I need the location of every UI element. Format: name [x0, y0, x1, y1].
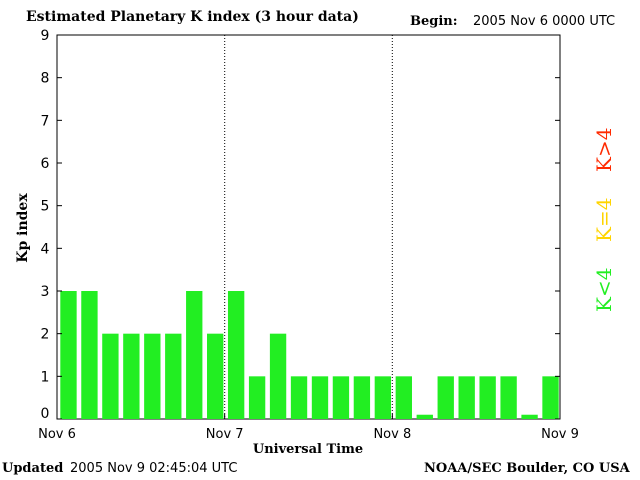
x-tick-label: Nov 9 [541, 427, 579, 442]
legend-k-above-4: K>4 [592, 127, 616, 172]
kp-bar [332, 376, 350, 419]
y-axis-label: Kp index [15, 193, 31, 263]
kp-bar [207, 333, 224, 419]
chart-title: Estimated Planetary K index (3 hour data… [26, 9, 359, 25]
kp-bar [123, 333, 140, 419]
legend-k-equals-4: K=4 [592, 197, 616, 242]
kp-bar [311, 376, 329, 419]
y-tick-label: 2 [41, 327, 50, 343]
plot-area [56, 34, 561, 420]
kp-bar [353, 376, 371, 419]
kp-bar [500, 376, 517, 419]
kp-bar [144, 333, 161, 419]
kp-bar [458, 376, 475, 419]
kp-bar [227, 291, 245, 419]
x-tick-label: Nov 6 [38, 427, 76, 442]
updated-value: 2005 Nov 9 02:45:04 UTC [70, 461, 238, 476]
y-tick-label: 7 [41, 113, 50, 129]
kp-bar [165, 333, 182, 419]
kp-bar [102, 333, 119, 419]
y-tick-label: 6 [41, 156, 50, 172]
y-tick-label: 1 [41, 369, 50, 385]
kp-bar [374, 376, 392, 419]
kp-bar [416, 414, 433, 419]
kp-bar [290, 376, 308, 419]
begin-value: 2005 Nov 6 0000 UTC [473, 14, 616, 29]
y-tick-label: 4 [41, 241, 50, 257]
kp-bar [248, 376, 266, 419]
begin-label: Begin: [410, 14, 458, 29]
x-tick-label: Nov 8 [373, 427, 411, 442]
y-tick-label: 0 [41, 406, 50, 422]
x-axis-label: Universal Time [253, 442, 363, 457]
y-tick-label: 3 [41, 284, 50, 300]
kp-bar [542, 376, 559, 419]
kp-bar [269, 333, 287, 419]
kp-bar [81, 291, 98, 419]
kp-bar [395, 376, 412, 419]
kp-bar [521, 414, 538, 419]
updated-label: Updated [2, 461, 64, 476]
x-tick-label: Nov 7 [206, 427, 244, 442]
legend-k-below-4: K<4 [592, 267, 616, 312]
y-tick-label: 9 [41, 28, 50, 44]
credit-text: NOAA/SEC Boulder, CO USA [424, 461, 630, 476]
y-tick-label: 5 [41, 199, 50, 215]
kp-bar [437, 376, 454, 419]
kp-bar [186, 291, 203, 419]
kp-bar [60, 291, 77, 419]
y-tick-label: 8 [41, 71, 50, 87]
kp-bar [479, 376, 496, 419]
